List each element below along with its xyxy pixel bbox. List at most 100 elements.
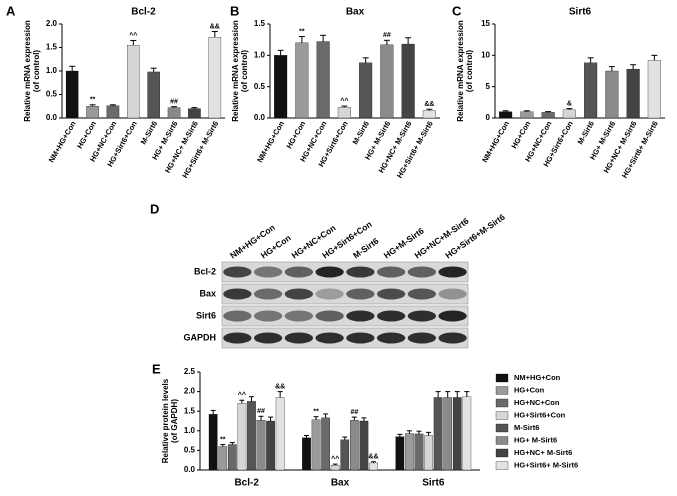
bar <box>86 106 99 119</box>
blot-band <box>407 266 437 278</box>
bar <box>247 401 256 471</box>
x-tick-label: Bax <box>331 478 350 489</box>
blot-band <box>253 310 283 322</box>
row-label: Bax <box>199 288 216 298</box>
x-tick-label: M-Sirt6 <box>351 119 372 146</box>
bar <box>647 60 661 119</box>
bar <box>237 403 247 471</box>
bar <box>626 68 640 119</box>
annotation: ^^ <box>238 391 246 399</box>
annotation: ## <box>257 408 265 415</box>
blot-band <box>253 332 283 344</box>
legend-label: HG+Sirt6+Con <box>514 410 566 419</box>
panel-letter: B <box>230 3 239 18</box>
blot-band <box>438 288 467 300</box>
bar <box>295 42 309 119</box>
y-axis-label: (of control) <box>240 50 249 93</box>
bar <box>562 109 576 119</box>
legend-label: HG+Con <box>514 385 545 394</box>
legend-label: HG+Sirt6+ M-Sirt6 <box>514 460 578 469</box>
x-tick-label: M-Sirt6 <box>139 119 160 146</box>
y-tick-label: 2.5 <box>184 367 196 376</box>
panel-letter: D <box>150 201 159 216</box>
annotation: ## <box>170 99 178 106</box>
annotation: && <box>210 23 220 30</box>
blot-band <box>346 288 375 300</box>
annotation: ** <box>299 28 305 35</box>
bar <box>208 414 218 471</box>
blot-band <box>315 310 344 322</box>
annotation: ** <box>313 409 319 416</box>
x-tick-label: HG+Con <box>509 119 532 150</box>
legend-swatch <box>495 423 509 433</box>
bar <box>208 37 222 119</box>
bar <box>422 110 436 119</box>
x-tick-label: NM+HG+Con <box>255 119 286 164</box>
annotation: && <box>275 383 285 390</box>
x-tick-label: NM+HG+Con <box>47 119 78 164</box>
bar <box>350 420 359 471</box>
bar <box>541 112 555 119</box>
y-tick-label: 2.0 <box>184 387 196 396</box>
annotation: ^^ <box>129 31 137 39</box>
chart-title: Sirt6 <box>569 7 592 18</box>
blot-band <box>346 266 375 278</box>
y-tick-label: 0.0 <box>46 113 58 122</box>
legend-swatch <box>495 398 509 408</box>
bar <box>433 397 443 471</box>
blot-strip <box>221 283 469 305</box>
blot-band <box>346 332 375 344</box>
annotation: ^^ <box>331 455 339 463</box>
bar <box>218 446 228 471</box>
bar <box>147 71 160 119</box>
blot-band <box>223 266 252 278</box>
bar <box>302 437 311 471</box>
y-axis-label: Relative mRNA expression <box>456 20 465 122</box>
blot-strip <box>221 327 469 349</box>
blot-band <box>438 310 467 322</box>
blot-band <box>346 310 375 322</box>
blot-band <box>284 310 314 322</box>
blot-band <box>376 332 406 344</box>
blot-band <box>223 288 252 300</box>
bar <box>65 70 79 119</box>
bar <box>401 43 415 119</box>
chart-title: Bax <box>346 7 365 18</box>
annotation: ** <box>220 436 226 443</box>
y-tick-label: 1.5 <box>184 406 196 415</box>
blot-band <box>315 332 344 344</box>
blot-band <box>438 266 467 278</box>
bar <box>452 397 462 471</box>
blot-band <box>407 332 437 344</box>
bar <box>462 396 472 471</box>
y-tick-label: 15 <box>481 19 490 28</box>
y-axis-label: (of control) <box>465 50 474 93</box>
blot-strip <box>221 261 469 283</box>
bar <box>275 397 285 471</box>
annotation: ** <box>90 97 96 104</box>
bar <box>266 420 275 471</box>
y-tick-label: 0.5 <box>46 90 58 99</box>
blot-band <box>223 310 252 322</box>
legend-swatch <box>495 461 509 470</box>
y-tick-label: 1.5 <box>46 43 58 52</box>
annotation: & <box>567 100 572 107</box>
y-tick-label: 1.0 <box>46 66 58 75</box>
legend-label: HG+NC+ M-Sirt6 <box>514 448 572 457</box>
x-tick-label: Bcl-2 <box>234 478 259 489</box>
blot-band <box>407 288 437 300</box>
blot-strip <box>221 305 469 327</box>
blot-band <box>253 266 283 278</box>
x-tick-label: NM+HG+Con <box>480 119 511 164</box>
row-label: Sirt6 <box>196 310 216 320</box>
bar <box>330 465 340 471</box>
legend-label: HG+NC+Con <box>514 398 560 407</box>
y-tick-label: 0.0 <box>254 113 266 122</box>
y-axis-label: (of GAPDH) <box>170 399 179 443</box>
annotation: ^^ <box>340 97 348 105</box>
y-tick-label: 2.0 <box>46 19 58 28</box>
blot-band <box>438 332 467 344</box>
y-tick-label: 1.0 <box>254 50 266 59</box>
x-tick-label: M-Sirt6 <box>576 119 597 146</box>
